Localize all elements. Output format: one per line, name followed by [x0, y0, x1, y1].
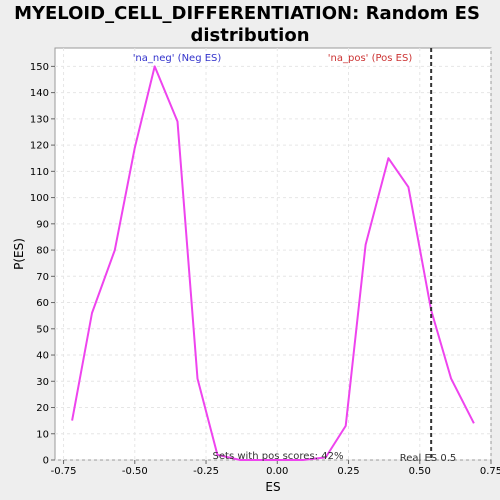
x-tick-label: 0.25 [337, 466, 359, 477]
x-tick-label: -0.75 [51, 466, 77, 477]
y-tick-label: 20 [36, 403, 49, 414]
x-axis-label: ES [265, 480, 280, 494]
y-tick-label: 50 [36, 324, 49, 335]
chart-title-line-2: distribution [190, 25, 309, 46]
es-distribution-line [71, 65, 475, 461]
y-tick-label: 0 [43, 456, 49, 467]
y-tick-label: 30 [36, 377, 49, 388]
chart-title-line-1: MYELOID_CELL_DIFFERENTIATION: Random ES [14, 3, 480, 24]
y-tick-label: 120 [30, 141, 49, 152]
y-tick-label: 60 [36, 298, 49, 309]
y-tick-label: 100 [30, 193, 49, 204]
grid-lines [55, 48, 492, 461]
series-layer [71, 65, 475, 461]
x-tick-label: 0.00 [266, 466, 288, 477]
y-tick-label: 70 [36, 272, 49, 283]
y-tick-label: 10 [36, 429, 49, 440]
y-tick-label: 140 [30, 88, 49, 99]
y-axis-label: P(ES) [12, 238, 26, 270]
plot-area [54, 47, 492, 461]
x-tick-label: 0.50 [409, 466, 431, 477]
y-tick-label: 130 [30, 114, 49, 125]
x-tick-label: 0.75 [480, 466, 500, 477]
y-tick-label: 90 [36, 219, 49, 230]
y-tick-label: 110 [30, 167, 49, 178]
sets-pos-scores-text: Sets with pos scores: 42% [213, 451, 344, 462]
pos-es-label: 'na_pos' (Pos ES) [328, 53, 413, 64]
real-es-text: Real ES 0.5 [400, 453, 456, 464]
y-tick-label: 150 [30, 62, 49, 73]
x-tick-label: -0.50 [122, 466, 148, 477]
neg-es-label: 'na_neg' (Neg ES) [133, 53, 222, 64]
x-tick-label: -0.25 [193, 466, 219, 477]
y-tick-label: 80 [36, 246, 49, 257]
y-tick-label: 40 [36, 351, 49, 362]
y-axis-ticks: 0 10 20 30 40 50 60 70 80 90 100 110 120 130 140 150 [30, 62, 55, 467]
